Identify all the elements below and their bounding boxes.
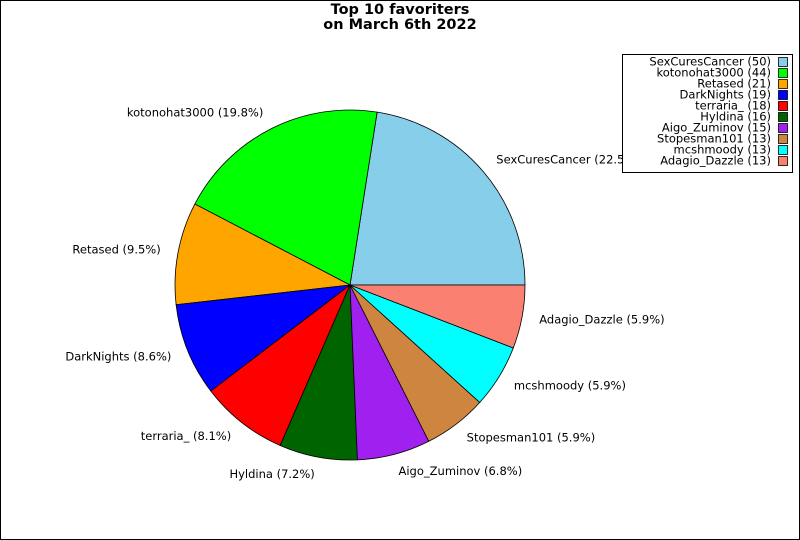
slice-label: Retased (9.5%): [72, 242, 160, 256]
pie-slice: [349, 284, 526, 349]
legend-label: mcshmoody (13): [674, 143, 771, 157]
slice-label: mcshmoody (5.9%): [514, 378, 626, 392]
pie-slice: [175, 284, 352, 392]
slice-label: kotonohat3000 (19.8%): [127, 106, 263, 120]
legend-swatch: [778, 79, 788, 89]
legend-label: Hyldina (16): [700, 110, 771, 124]
legend-swatch: [778, 145, 788, 155]
legend-swatch: [778, 112, 788, 122]
legend-swatch: [778, 134, 788, 144]
legend-swatch: [778, 123, 788, 133]
slice-label: terraria_ (8.1%): [141, 429, 231, 443]
chart-title: on March 6th 2022: [323, 17, 476, 33]
pie-slice: [210, 283, 351, 446]
legend-label: Stopesman101 (13): [657, 132, 771, 146]
legend-swatch: [778, 57, 788, 67]
legend-label: kotonohat3000 (44): [656, 66, 771, 80]
legend-swatch: [778, 156, 788, 166]
pie-slice: [174, 203, 352, 306]
legend-label: terraria_ (18): [695, 99, 771, 113]
slice-label: Adagio_Dazzle (5.9%): [539, 313, 664, 327]
pie-slice: [349, 111, 526, 286]
legend-swatch: [778, 68, 788, 78]
slice-label: Hyldina (7.2%): [229, 467, 314, 481]
legend-swatch: [778, 101, 788, 111]
legend-label: Retased (21): [697, 77, 771, 91]
legend-box: [622, 54, 793, 173]
legend-label: DarkNights (19): [680, 88, 771, 102]
legend-label: SexCuresCancer (50): [649, 55, 771, 69]
chart-title: Top 10 favoriters: [331, 2, 470, 18]
legend-label: Aigo_Zuminov (15): [662, 121, 771, 135]
slice-label: Aigo_Zuminov (6.8%): [399, 464, 523, 478]
slice-label: SexCuresCancer (22.5%): [496, 152, 640, 166]
pie-slice: [194, 109, 378, 286]
legend-swatch: [778, 90, 788, 100]
slice-label: DarkNights (8.6%): [65, 349, 171, 363]
slice-label: Stopesman101 (5.9%): [467, 431, 596, 445]
legend-label: Adagio_Dazzle (13): [660, 154, 771, 168]
